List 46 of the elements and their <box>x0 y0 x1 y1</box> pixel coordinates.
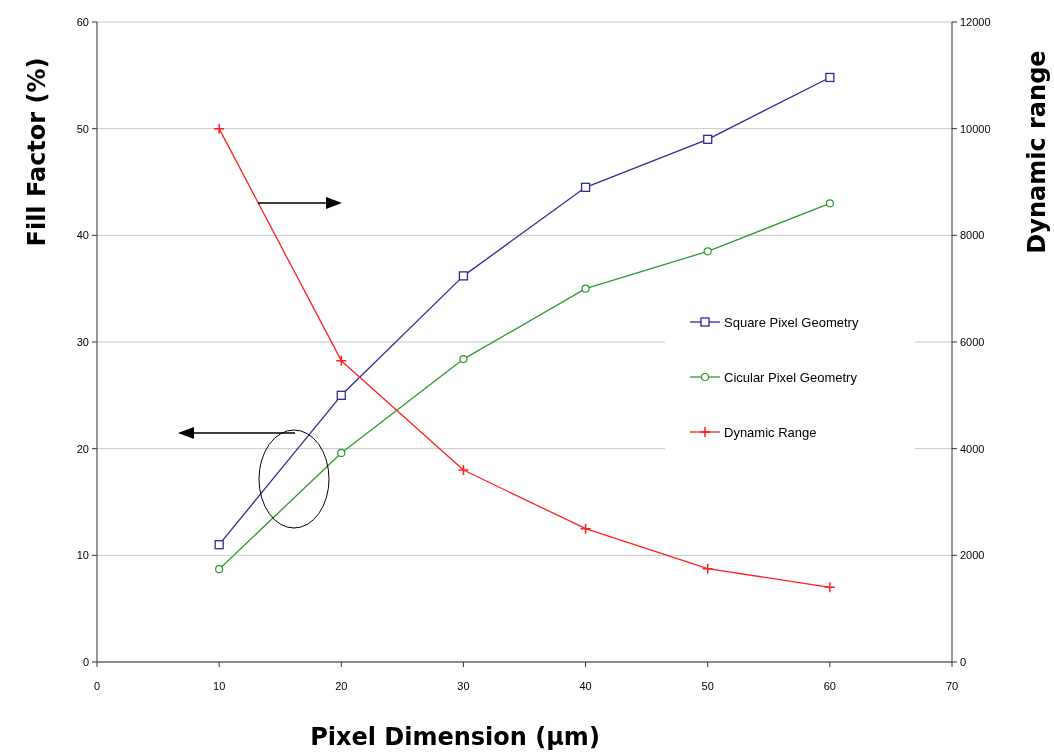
x-tick-label: 30 <box>457 680 470 692</box>
y2-tick-label: 10000 <box>960 122 991 135</box>
x-tick-label: 70 <box>945 680 959 692</box>
y-tick-label: 40 <box>76 229 89 242</box>
point <box>703 247 712 256</box>
point <box>458 271 469 281</box>
y-tick-label: 60 <box>76 15 89 28</box>
y2-tick-label: 4000 <box>960 442 985 455</box>
point <box>337 448 346 458</box>
y2-tick-label: 0 <box>960 655 967 668</box>
point <box>579 522 592 535</box>
y-tick-label: 0 <box>82 655 89 668</box>
point <box>825 199 834 208</box>
point <box>581 284 590 293</box>
y-tick-label: 10 <box>76 549 89 562</box>
x-tick-label: 20 <box>335 680 348 692</box>
point <box>214 540 224 550</box>
x-axis-title: Pixel Dimension (μm) <box>310 723 600 751</box>
point <box>336 390 346 400</box>
x-tick-label: 50 <box>701 680 714 692</box>
x-tick-label: 40 <box>579 680 592 692</box>
point <box>459 354 468 364</box>
point <box>215 565 224 574</box>
point <box>580 182 591 192</box>
point <box>457 464 470 476</box>
legend-label: Dynamic Range <box>724 424 817 440</box>
y-tick-label: 30 <box>76 335 89 348</box>
point <box>335 354 348 367</box>
y-tick-label: 20 <box>76 442 89 455</box>
y2-tick-label: 2000 <box>960 549 985 562</box>
y2-tick-label: 12000 <box>960 15 991 28</box>
point <box>701 562 714 575</box>
point <box>824 581 836 594</box>
x-tick-label: 60 <box>823 680 836 692</box>
y-tick-label: 50 <box>76 122 89 135</box>
y2-tick-label: 6000 <box>960 335 985 348</box>
y2-tick-label: 8000 <box>960 229 985 242</box>
point <box>703 134 713 144</box>
legend-label: Square Pixel Geometry <box>724 314 859 330</box>
x-tick-label: 0 <box>93 680 101 692</box>
legend-label: Cicular Pixel Geometry <box>724 369 858 385</box>
y2-axis-title: Dynamic range <box>1023 50 1051 254</box>
point <box>825 72 835 83</box>
x-tick-label: 10 <box>213 680 226 692</box>
y-axis-title: Fill Factor (%) <box>23 57 51 247</box>
point <box>213 122 225 135</box>
